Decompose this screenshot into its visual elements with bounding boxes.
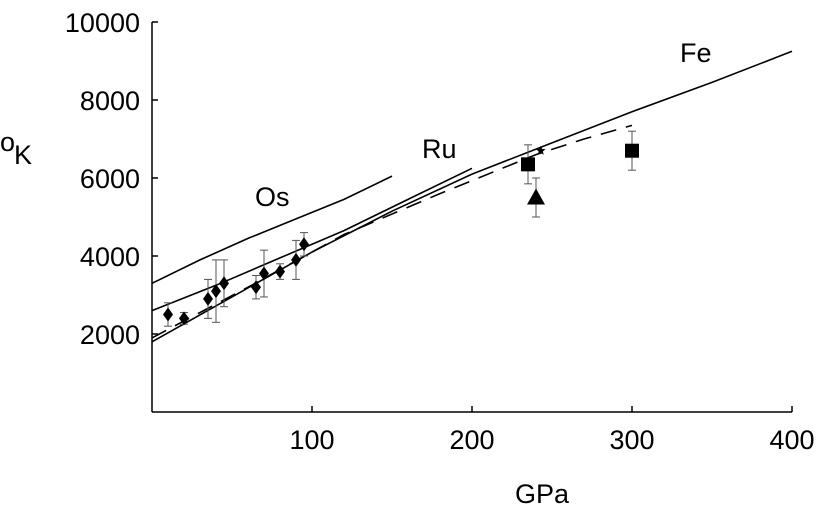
x-tick-label: 200 bbox=[449, 425, 494, 455]
x-tick-label: 100 bbox=[289, 425, 334, 455]
curve-label-ru: Ru bbox=[422, 134, 457, 164]
diamond-point bbox=[299, 237, 309, 252]
diamond-point bbox=[275, 264, 285, 279]
diamond-point bbox=[203, 291, 213, 306]
curve-label-os: Os bbox=[255, 182, 290, 212]
data-points bbox=[163, 130, 639, 327]
x-tick-label: 400 bbox=[769, 425, 814, 455]
diamond-point bbox=[163, 307, 173, 322]
y-tick-label: 4000 bbox=[80, 242, 140, 272]
x-tick-label: 300 bbox=[609, 425, 654, 455]
diamond-point bbox=[179, 311, 189, 326]
diamond-point bbox=[219, 276, 229, 291]
curve-os bbox=[151, 175, 393, 285]
star-point bbox=[536, 145, 546, 155]
diamond-point bbox=[259, 266, 269, 281]
diamond-point bbox=[211, 284, 221, 299]
y-tick-label: 10000 bbox=[65, 8, 140, 38]
curve-label-fe: Fe bbox=[680, 38, 712, 68]
triangle-point bbox=[527, 188, 545, 205]
x-axis-label: GPa bbox=[515, 479, 570, 509]
diamond-point bbox=[291, 252, 301, 267]
square-point bbox=[521, 157, 535, 172]
y-axis-label: K bbox=[14, 140, 32, 170]
square-point bbox=[625, 143, 639, 158]
diamond-point bbox=[251, 280, 261, 295]
y-tick-label: 8000 bbox=[80, 86, 140, 116]
y-tick-label: 2000 bbox=[80, 320, 140, 350]
y-axis-label-superscript: o bbox=[0, 127, 15, 157]
axis-ticks: 100 200 300 400 2000 4000 6000 8000 10000 bbox=[65, 8, 815, 455]
curves bbox=[151, 50, 793, 343]
curve-ru bbox=[151, 167, 473, 312]
curve-dashed bbox=[151, 124, 633, 339]
curve-fe bbox=[151, 50, 793, 343]
y-tick-label: 6000 bbox=[80, 164, 140, 194]
